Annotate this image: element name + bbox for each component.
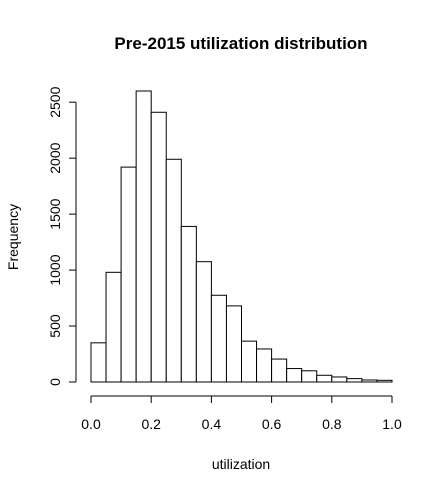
y-tick-label: 1500 [47, 198, 63, 229]
y-tick-label: 0 [47, 378, 63, 386]
histogram-bar [165, 158, 182, 383]
chart-title: Pre-2015 utilization distribution [114, 34, 367, 53]
y-tick-label: 500 [47, 314, 63, 338]
x-tick-label: 0.2 [141, 416, 161, 432]
histogram-bar [180, 225, 197, 383]
histogram-bar [331, 376, 348, 383]
x-tick-label: 1.0 [382, 416, 402, 432]
bars-group [90, 90, 393, 383]
x-tick-label: 0.0 [81, 416, 101, 432]
histogram-bar [256, 348, 273, 383]
x-axis-label: utilization [212, 456, 270, 472]
histogram-bar [376, 379, 393, 383]
x-axis: 0.0 0.2 0.4 0.6 0.8 1.0 [81, 395, 402, 432]
histogram-bar [271, 358, 288, 383]
histogram-bar [241, 340, 258, 383]
y-axis: 0 500 1000 1500 2000 2500 [47, 86, 77, 386]
histogram-bar [90, 342, 107, 383]
y-tick-label: 2000 [47, 142, 63, 173]
histogram-bar [135, 90, 152, 383]
histogram-bar [150, 111, 167, 383]
histogram-bar [195, 261, 212, 383]
y-axis-label: Frequency [5, 204, 21, 270]
histogram-bar [210, 294, 227, 383]
histogram-bar [120, 166, 137, 383]
histogram-bar [225, 305, 242, 383]
x-tick-label: 0.8 [322, 416, 342, 432]
histogram-bar [361, 379, 378, 383]
histogram-bar [301, 370, 318, 383]
y-tick-label: 1000 [47, 254, 63, 285]
histogram-bar [316, 374, 333, 383]
y-tick-label: 2500 [47, 86, 63, 117]
histogram-bar [346, 378, 363, 383]
histogram-bar [286, 368, 303, 383]
histogram-bar [105, 271, 122, 383]
x-tick-label: 0.4 [202, 416, 222, 432]
x-tick-label: 0.6 [262, 416, 282, 432]
